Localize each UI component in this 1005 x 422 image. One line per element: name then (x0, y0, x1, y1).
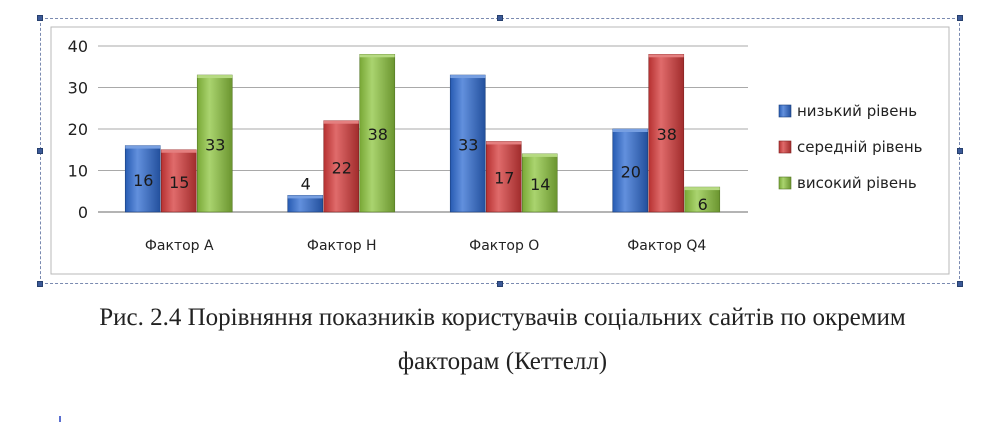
data-label: 14 (530, 175, 550, 194)
bars (124, 53, 721, 213)
bar (160, 149, 197, 213)
bar-cap (486, 141, 522, 145)
resize-handle-middle-right[interactable] (957, 148, 963, 154)
caption-line-1: Рис. 2.4 Порівняння показників користува… (99, 304, 906, 331)
legend-swatch (778, 104, 792, 118)
data-label: 22 (332, 158, 352, 177)
data-label: 38 (368, 125, 388, 144)
data-label: 15 (169, 173, 189, 192)
legend-swatch (778, 176, 792, 190)
bar-cap (612, 129, 648, 132)
bar-cap (522, 153, 558, 157)
y-tick-label: 0 (78, 203, 88, 222)
bar (648, 53, 685, 213)
text-cursor (59, 416, 61, 422)
data-label: 33 (205, 136, 225, 155)
bar (449, 74, 486, 213)
bar-cap (359, 54, 395, 58)
legend-swatch (778, 140, 792, 154)
resize-handle-top-right[interactable] (957, 15, 963, 21)
y-tick-label: 20 (68, 120, 88, 139)
data-label: 38 (657, 125, 677, 144)
bar-cap (450, 75, 486, 79)
category-label: Фактор А (145, 238, 214, 254)
bar-cap (161, 149, 197, 153)
legend-label: високий рівень (797, 174, 917, 192)
resize-handle-bottom-right[interactable] (957, 281, 963, 287)
resize-handle-middle-left[interactable] (37, 148, 43, 154)
data-label: 16 (133, 171, 153, 190)
y-tick-label: 30 (68, 79, 88, 98)
bar-cap (648, 54, 684, 58)
bar-chart: 0 10 20 30 40 16 15 33 4 22 38 33 17 14 20 38 6 Фактор … (50, 26, 950, 275)
x-axis-categories: Фактор А Фактор Н Фактор О Фактор Q4 (145, 238, 706, 254)
data-labels: 16 15 33 4 22 38 33 17 14 20 38 6 (133, 125, 708, 214)
y-tick-label: 40 (68, 37, 88, 56)
y-tick-label: 10 (68, 162, 88, 181)
bar (521, 153, 558, 213)
data-label: 20 (621, 163, 641, 182)
data-label: 33 (458, 136, 478, 155)
legend-label: середній рівень (797, 138, 923, 156)
resize-handle-top-center[interactable] (497, 15, 503, 21)
resize-handle-bottom-left[interactable] (37, 281, 43, 287)
caption-line-2: факторам (Кеттелл) (397, 348, 608, 375)
resize-handle-bottom-center[interactable] (497, 281, 503, 287)
bar-cap (323, 120, 359, 124)
category-label: Фактор О (469, 238, 539, 254)
y-axis-ticks: 0 10 20 30 40 (68, 37, 88, 222)
data-label: 17 (494, 169, 514, 188)
bar (359, 53, 396, 213)
category-label: Фактор Н (307, 238, 377, 254)
resize-handle-top-left[interactable] (37, 15, 43, 21)
bar (612, 128, 649, 213)
figure-caption: Рис. 2.4 Порівняння показників користува… (0, 296, 1005, 384)
category-label: Фактор Q4 (627, 238, 706, 254)
chart-area-border (50, 26, 950, 275)
bar-cap (125, 145, 161, 149)
bar (124, 145, 161, 213)
bar (485, 141, 522, 213)
bar-cap (684, 187, 720, 191)
bar-cap (197, 75, 233, 79)
data-label: 6 (698, 195, 708, 214)
bar-cap (287, 195, 323, 199)
legend-label: низький рівень (797, 102, 917, 120)
legend: низький рівень середній рівень високий рів… (778, 102, 923, 192)
data-label: 4 (301, 174, 311, 193)
